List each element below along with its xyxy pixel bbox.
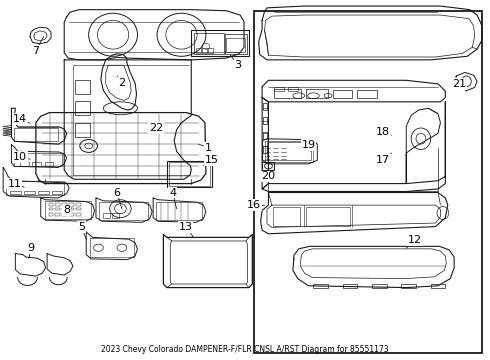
Bar [314,284,328,288]
Text: 20: 20 [261,171,275,181]
Bar [274,89,301,98]
Bar [306,89,328,98]
Bar [76,213,81,216]
Bar [343,284,357,288]
Text: 13: 13 [178,222,193,231]
Bar [372,284,387,288]
Bar [306,207,350,226]
Bar [265,140,314,162]
Text: 11: 11 [7,179,22,189]
Text: 2023 Chevy Colorado DAMPENER-F/FLR CNSL A/RST Diagram for 85551173: 2023 Chevy Colorado DAMPENER-F/FLR CNSL … [101,345,389,354]
Bar [263,132,268,139]
Bar [69,203,74,206]
Bar [263,146,268,153]
Text: 17: 17 [376,155,390,165]
Bar [156,202,202,220]
Bar [62,203,67,206]
Bar [75,123,90,137]
Bar [51,191,62,194]
Bar [169,162,210,186]
Bar [10,191,21,194]
Bar [76,203,81,206]
Bar [38,191,49,194]
Bar [225,34,247,54]
Bar [273,207,300,226]
Bar [49,213,53,216]
Bar [167,161,212,187]
Text: 5: 5 [78,222,85,231]
Text: 4: 4 [169,188,176,198]
Bar [202,48,207,53]
Bar [333,90,352,98]
Bar [226,38,245,52]
Text: 18: 18 [376,127,390,136]
Bar [14,128,58,140]
Bar [191,31,249,56]
Text: 16: 16 [247,200,261,210]
Bar [401,284,416,288]
Bar [69,208,74,211]
Bar [20,162,29,166]
Text: 7: 7 [32,46,39,56]
Bar [32,162,41,166]
Bar [55,213,60,216]
Bar [103,213,110,218]
Bar [75,101,90,116]
Bar [76,208,81,211]
Text: 15: 15 [205,155,219,165]
Text: 9: 9 [27,243,35,253]
Bar [208,48,213,53]
Bar [62,213,67,216]
Text: 22: 22 [149,123,163,133]
Bar [267,142,311,160]
Bar [14,153,62,166]
Bar [55,208,60,211]
Text: 21: 21 [452,79,466,89]
Bar [90,238,134,257]
Bar [49,208,53,211]
Bar [254,12,483,353]
Bar [112,213,119,218]
Bar [62,208,67,211]
Bar [99,202,148,220]
Bar [55,203,60,206]
Text: 6: 6 [114,188,121,198]
Bar [5,181,64,195]
Text: 19: 19 [301,140,316,150]
Bar [263,103,268,110]
Bar [196,48,201,53]
Text: 12: 12 [408,235,422,245]
Text: 1: 1 [205,143,212,153]
Bar [49,203,53,206]
Bar [45,162,53,166]
Bar [69,213,74,216]
Bar [263,117,268,125]
Text: 2: 2 [118,78,125,88]
Bar [194,33,223,54]
Text: 8: 8 [63,206,70,216]
Bar [288,87,298,91]
Bar [274,87,284,91]
Bar [431,284,445,288]
Text: 3: 3 [235,60,242,70]
Bar [262,162,274,170]
Text: 10: 10 [13,152,27,162]
Text: 14: 14 [13,114,27,124]
Bar [357,90,377,98]
Bar [75,80,90,94]
Bar [45,201,91,219]
Bar [24,191,35,194]
